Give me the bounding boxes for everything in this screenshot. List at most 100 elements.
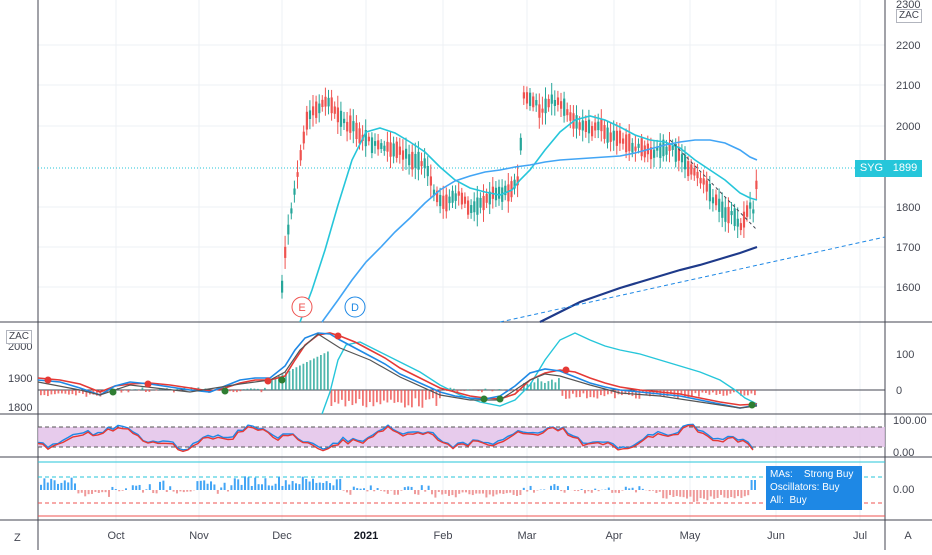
- candle-body: [300, 150, 302, 160]
- candle-body: [464, 197, 466, 204]
- all-value: Buy: [789, 495, 806, 506]
- rating-bar: [247, 477, 249, 490]
- candle-body: [545, 99, 547, 114]
- candle-body: [653, 150, 655, 158]
- rating-bar: [621, 490, 623, 491]
- rating-bar: [295, 483, 297, 490]
- rating-bar: [343, 490, 345, 491]
- rating-bar: [441, 490, 443, 495]
- macd-cross-dot: [265, 378, 272, 385]
- price-tick-label: 2000: [896, 121, 920, 133]
- rating-bar: [251, 486, 253, 490]
- rating-bar: [485, 490, 487, 497]
- zoom-button[interactable]: Z: [14, 532, 21, 544]
- rating-bar: [98, 490, 100, 493]
- rating-bar: [237, 479, 239, 490]
- rating-bar: [57, 484, 59, 490]
- macd-bar: [709, 390, 711, 395]
- rating-bar: [81, 490, 83, 493]
- macd-bar: [135, 389, 137, 390]
- candle-body: [290, 208, 292, 213]
- macd-bar: [254, 389, 256, 390]
- rating-bar: [662, 490, 664, 498]
- rating-bar: [220, 487, 222, 490]
- time-tick-label: Nov: [189, 530, 209, 542]
- macd-bar: [744, 390, 746, 395]
- macd-bar: [345, 390, 347, 406]
- rating-bar: [696, 490, 698, 501]
- rating-bar: [241, 485, 243, 490]
- rating-axis[interactable]: 0.00: [893, 484, 914, 496]
- rating-bar: [213, 484, 215, 490]
- time-axis[interactable]: Oct Nov Dec 2021 Feb Mar Apr May Jun Jul…: [107, 530, 912, 542]
- rating-bar: [445, 490, 447, 494]
- rating-bar: [326, 481, 328, 490]
- candle-body: [359, 128, 361, 143]
- macd-bar: [275, 378, 277, 390]
- candle-body: [665, 147, 667, 155]
- candle-body: [563, 99, 565, 116]
- rating-bar: [91, 490, 93, 494]
- candle-body: [380, 143, 382, 149]
- rating-bar: [567, 486, 569, 490]
- candle-body: [613, 131, 615, 141]
- stoch-tick-label: 0.00: [893, 447, 914, 459]
- rating-bar: [734, 490, 736, 498]
- macd-bar: [383, 390, 385, 401]
- rating-bar: [468, 490, 470, 494]
- macd-bar: [698, 390, 700, 397]
- rating-bar: [254, 478, 256, 490]
- event-marker-e[interactable]: E: [292, 297, 312, 317]
- candle-body: [591, 126, 593, 136]
- event-marker-d[interactable]: D: [345, 297, 365, 317]
- rating-bar: [683, 490, 685, 497]
- rating-bar: [720, 490, 722, 495]
- candle-body: [548, 99, 550, 107]
- macd-bar: [555, 382, 557, 390]
- candle-body: [458, 191, 460, 195]
- candle-body: [374, 141, 376, 146]
- rating-bar: [60, 483, 62, 490]
- rating-bar: [747, 490, 749, 495]
- macd-bar: [422, 390, 424, 408]
- macd-bar: [327, 352, 329, 391]
- candle-body: [396, 142, 398, 158]
- macd-bar: [551, 380, 553, 390]
- rating-bar: [434, 490, 436, 498]
- macd-bar: [334, 390, 336, 402]
- macd-bar: [534, 382, 536, 390]
- candle-body: [331, 97, 333, 113]
- stoch-axis[interactable]: 100.00 0.00: [893, 415, 927, 459]
- rating-bar: [479, 490, 481, 494]
- macd-tick-label: 100: [896, 349, 914, 361]
- macd-signal-dots: [45, 333, 756, 409]
- rating-bar: [203, 480, 205, 490]
- macd-axis[interactable]: 100 0: [896, 349, 914, 397]
- candle-body: [377, 140, 379, 149]
- rating-bar: [166, 490, 168, 492]
- candle-body: [641, 138, 643, 156]
- price-axis[interactable]: 2300 2200 2100 2000 1900 1800 1700 1600: [896, 0, 920, 294]
- svg-text:E: E: [298, 302, 305, 314]
- candle-body: [371, 137, 373, 153]
- rating-bar: [513, 490, 515, 495]
- macd-bar: [65, 390, 67, 394]
- price-tick-label: 2200: [896, 40, 920, 52]
- candle-body: [724, 207, 726, 222]
- rating-bar: [669, 490, 671, 495]
- rating-bar: [394, 490, 396, 495]
- macd-bar: [418, 390, 420, 406]
- macd-bar: [702, 390, 704, 393]
- rating-bar: [560, 490, 562, 491]
- macd-left-tick-label: 1800: [8, 402, 32, 414]
- macd-bar: [261, 390, 263, 392]
- all-label: All:: [770, 495, 784, 506]
- macd-bar: [590, 390, 592, 397]
- candle-body: [743, 212, 745, 228]
- macd-bar: [429, 390, 431, 399]
- rating-bar: [417, 490, 419, 495]
- rating-bar: [281, 486, 283, 490]
- rating-bar: [349, 490, 351, 495]
- candle-body: [569, 112, 571, 121]
